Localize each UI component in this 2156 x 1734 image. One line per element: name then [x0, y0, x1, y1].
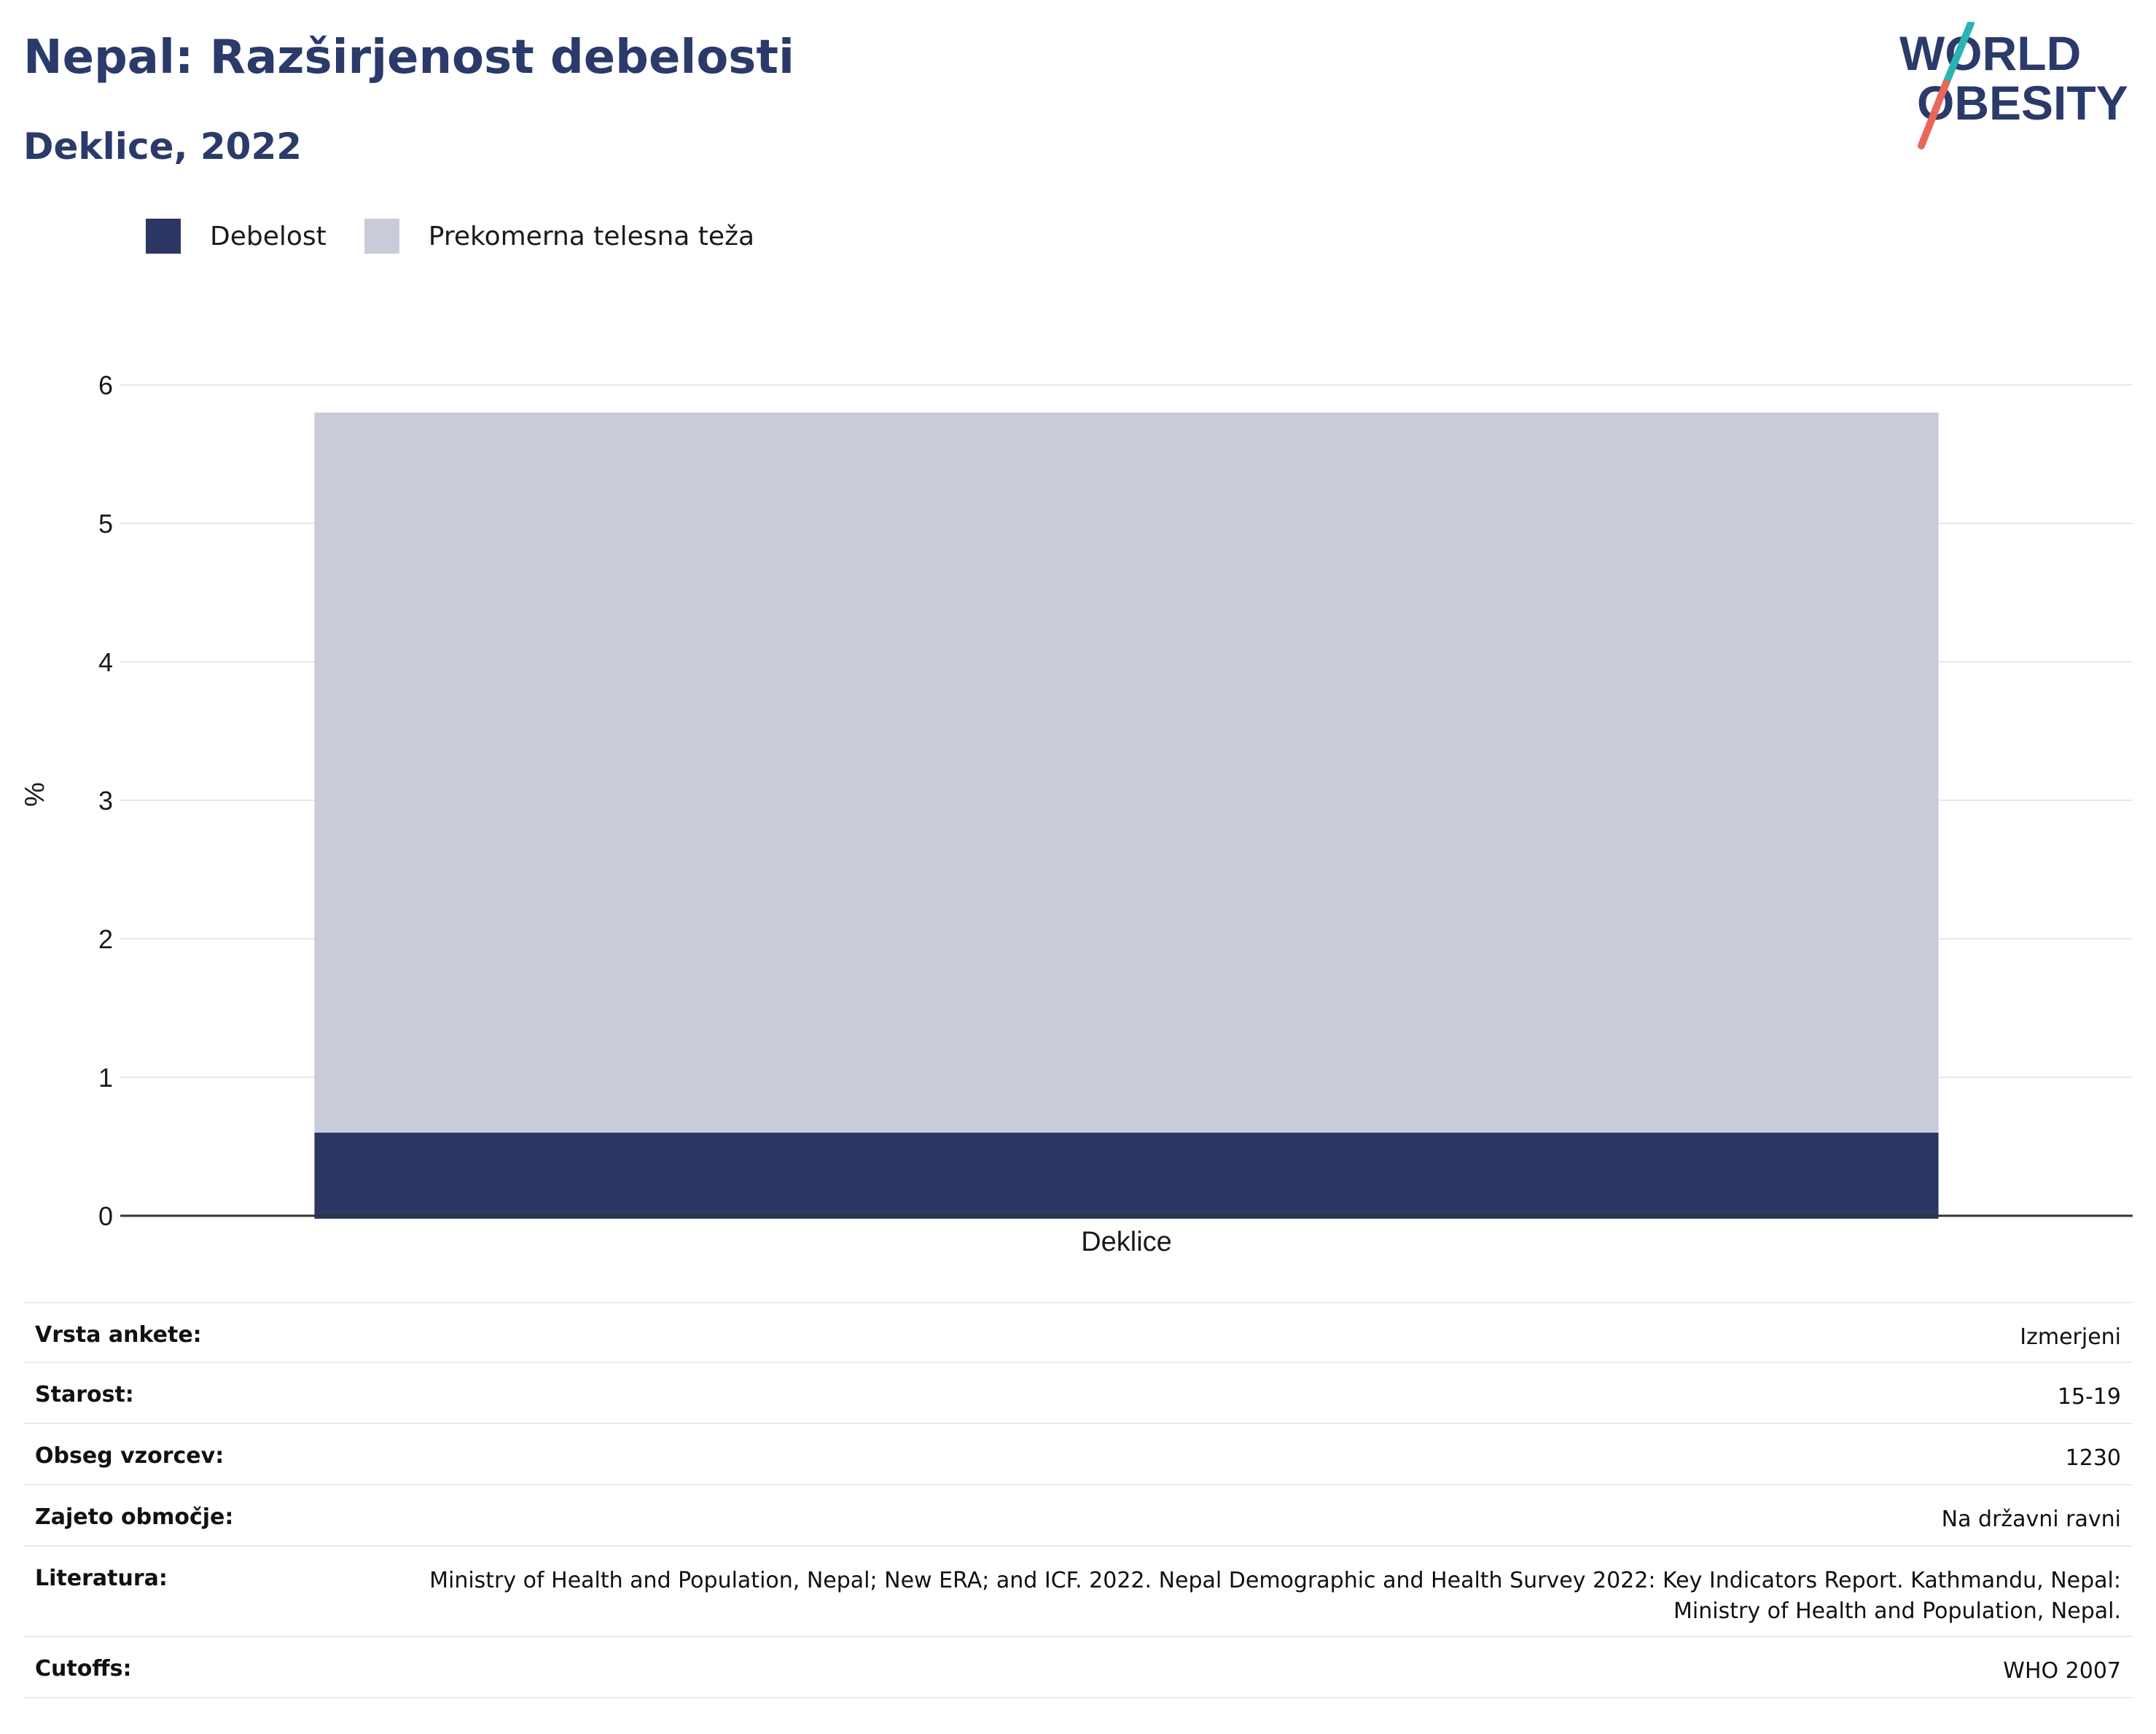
meta-value: Na državni ravni [1941, 1507, 2121, 1532]
legend-label-overweight: Prekomerna telesna teža [428, 221, 755, 251]
chart-subtitle: Deklice, 2022 [23, 125, 302, 168]
logo-teal-slash [1942, 22, 1975, 87]
legend: Debelost Prekomerna telesna teža [146, 217, 792, 255]
y-tick-label: 2 [98, 924, 113, 954]
meta-value: WHO 2007 [2003, 1658, 2121, 1684]
meta-row-cutoffs: Cutoffs: WHO 2007 [23, 1636, 2133, 1698]
meta-value-reference[interactable]: Ministry of Health and Population, Nepal… [429, 1568, 2121, 1624]
chart-title: Nepal: Razširjenost debelosti [23, 31, 794, 85]
logo-coral-slash [1918, 79, 1950, 149]
world-obesity-logo: WORLD OBESITY [1899, 22, 2128, 149]
meta-key: Vrsta ankete: [35, 1322, 202, 1348]
y-tick-label: 6 [98, 370, 113, 400]
meta-key: Literatura: [35, 1566, 168, 1591]
legend-swatch-overweight [364, 219, 399, 254]
y-tick-label: 5 [98, 509, 113, 539]
meta-row-coverage: Zajeto območje: Na državni ravni [23, 1484, 2133, 1545]
y-axis-label: % [20, 782, 50, 807]
y-tick-label: 3 [98, 786, 113, 816]
y-tick-label: 1 [98, 1063, 113, 1093]
meta-row-age: Starost: 15-19 [23, 1362, 2133, 1423]
legend-label-obesity: Debelost [210, 221, 327, 251]
legend-item-obesity[interactable]: Debelost [146, 219, 327, 254]
logo-line1: WORLD [1899, 26, 2081, 80]
meta-row-sample-size: Obseg vzorcev: 1230 [23, 1423, 2133, 1484]
x-tick-label: Deklice [1081, 1227, 1172, 1257]
meta-key: Zajeto območje: [35, 1504, 234, 1530]
meta-key: Cutoffs: [35, 1656, 132, 1682]
meta-row-survey-type: Vrsta ankete: Izmerjeni [23, 1302, 2133, 1362]
bar-segment-overweight[interactable] [314, 413, 1939, 1133]
meta-value: 15-19 [2057, 1384, 2121, 1410]
survey-metadata-table: Vrsta ankete: Izmerjeni Starost: 15-19 O… [23, 1302, 2133, 1698]
y-tick-label: 4 [98, 647, 113, 677]
meta-key: Obseg vzorcev: [35, 1443, 224, 1469]
meta-key: Starost: [35, 1382, 134, 1407]
legend-item-overweight[interactable]: Prekomerna telesna teža [364, 219, 754, 254]
meta-value: 1230 [2065, 1445, 2121, 1471]
bar-segment-obesity[interactable] [314, 1133, 1939, 1219]
meta-row-reference: Literatura: Ministry of Health and Popul… [23, 1545, 2133, 1636]
bar-chart: 0 1 2 3 4 5 6% Deklice [20, 370, 2133, 1257]
legend-swatch-obesity [146, 219, 181, 254]
logo-line2: OBESITY [1917, 76, 2128, 130]
meta-value: Izmerjeni [2020, 1324, 2121, 1350]
y-tick-label: 0 [98, 1201, 113, 1231]
